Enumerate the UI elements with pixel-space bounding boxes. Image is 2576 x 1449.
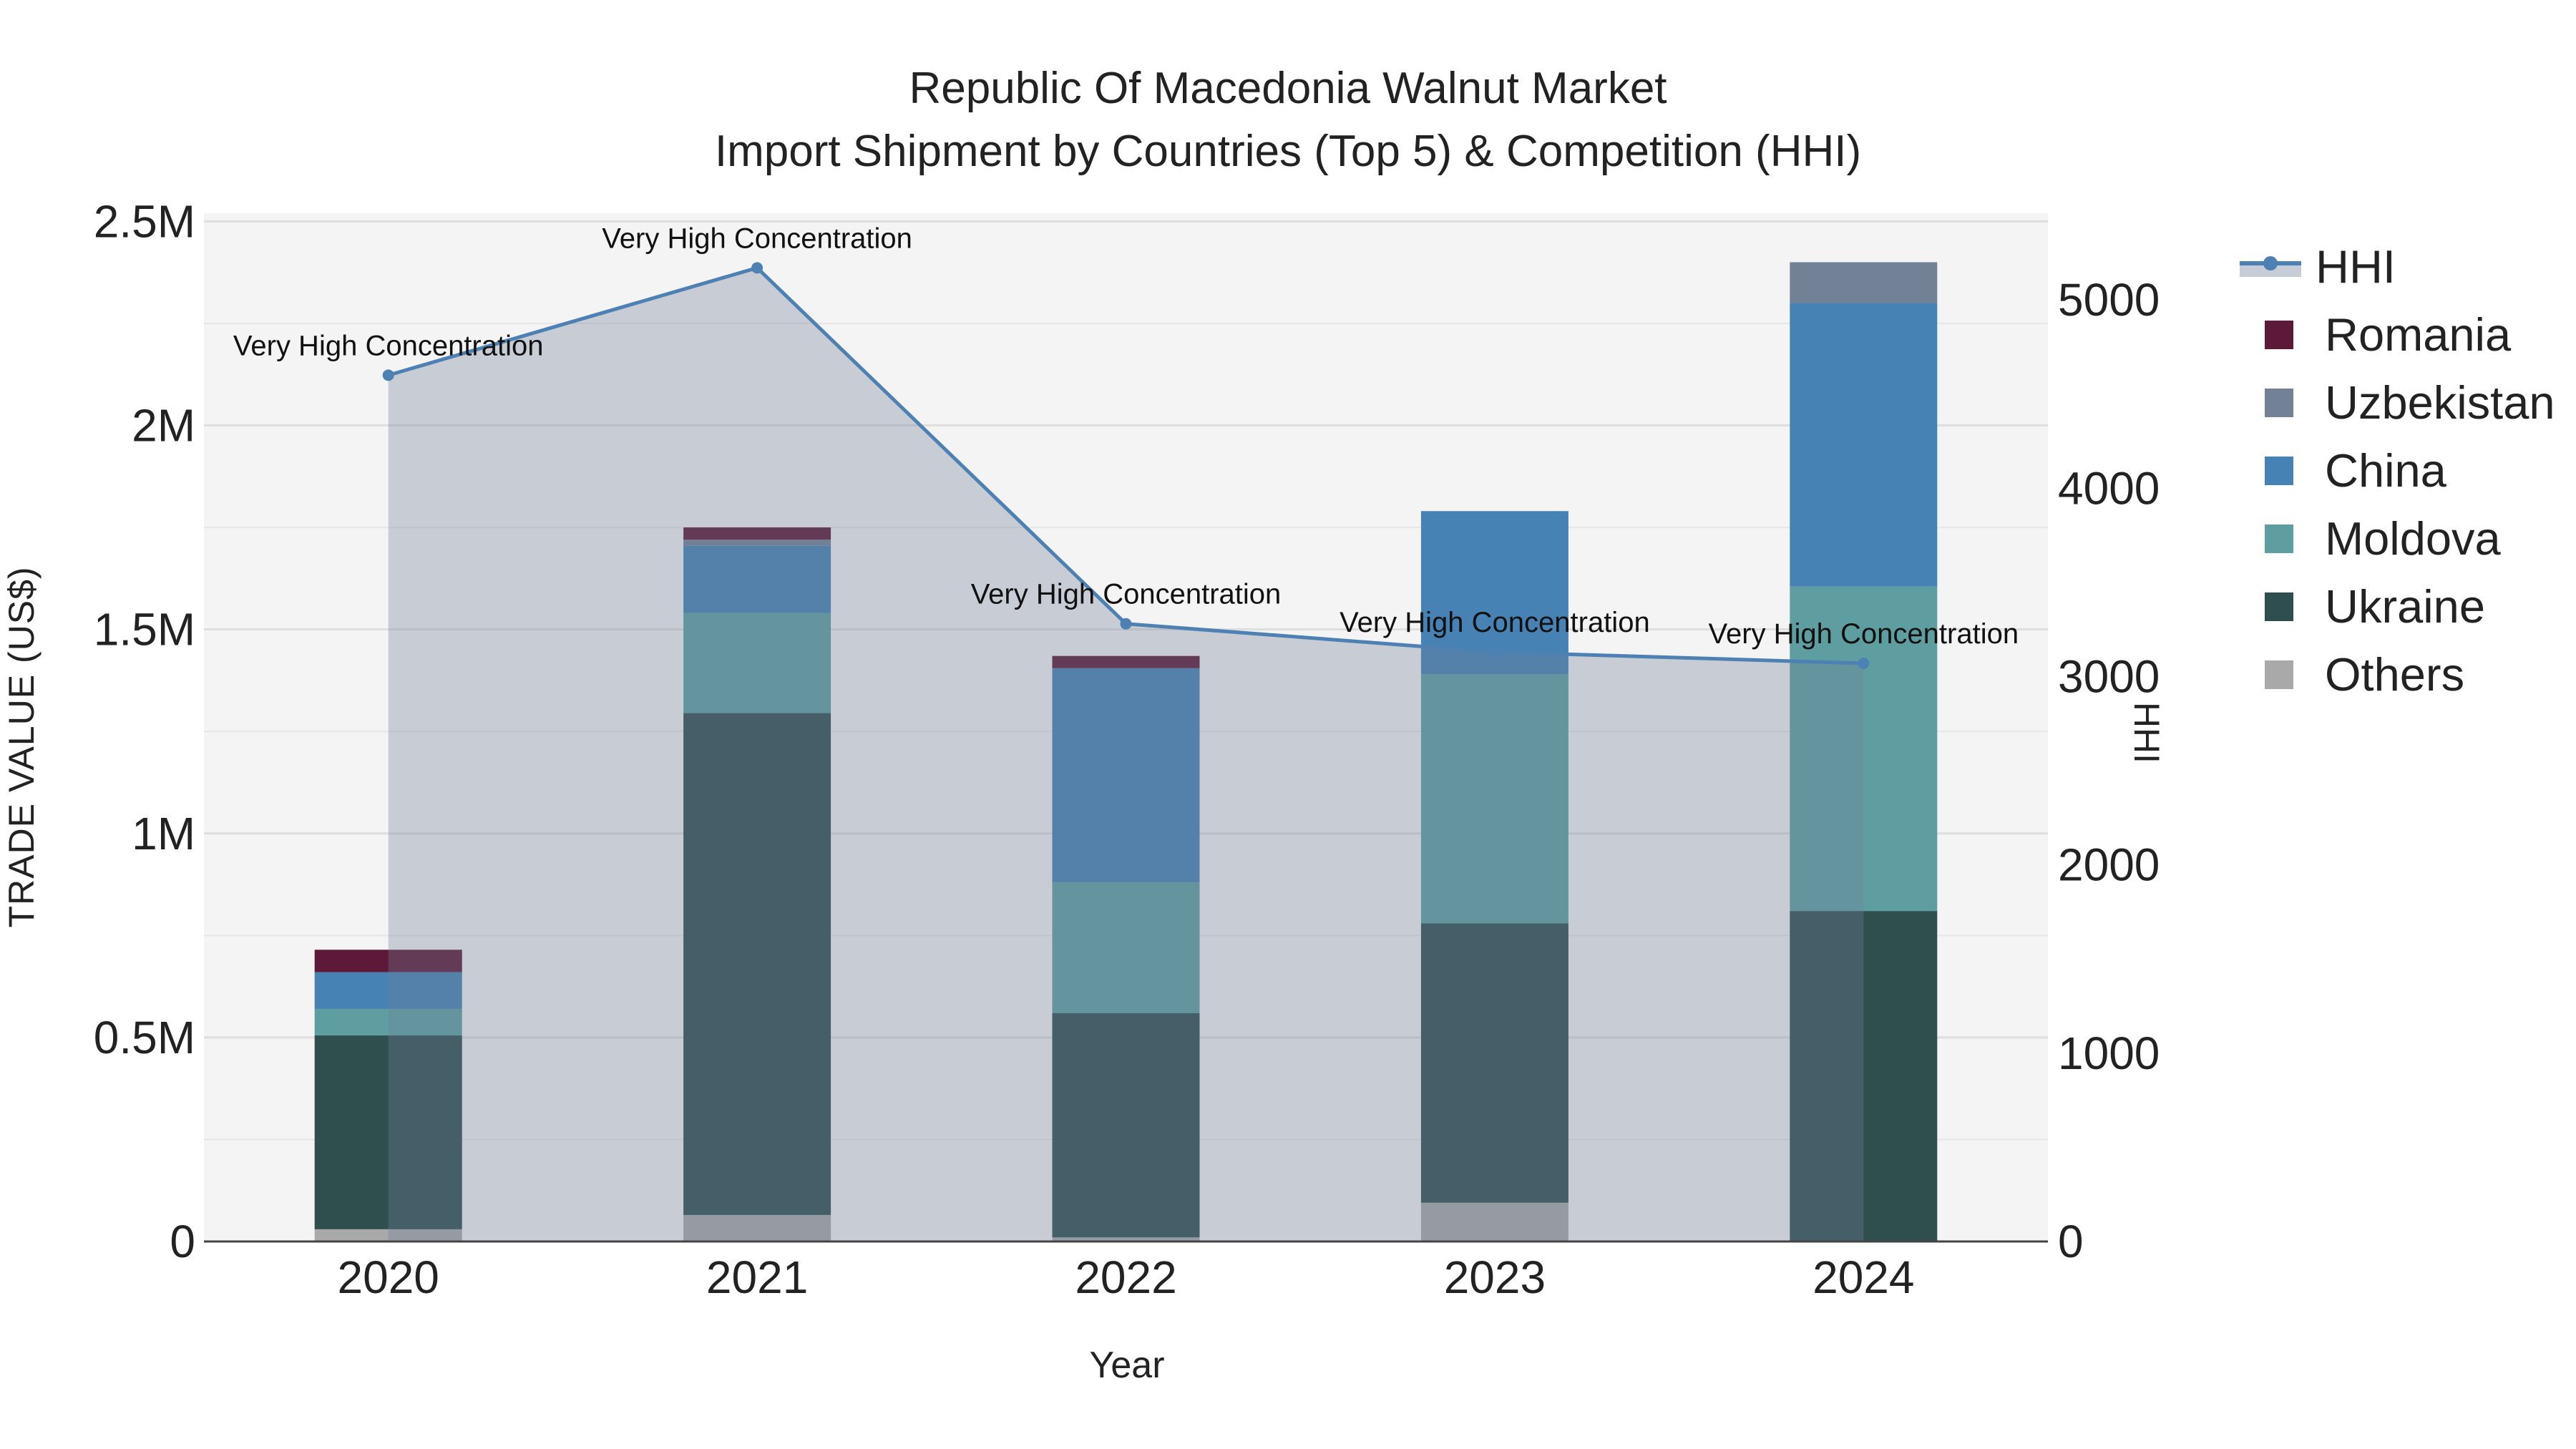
others-swatch-icon	[2265, 660, 2293, 689]
bar-moldova-2023	[1420, 674, 1568, 924]
hhi-point-2023	[1488, 646, 1501, 658]
moldova-swatch-icon	[2265, 524, 2293, 553]
legend-item-ukraine[interactable]: Ukraine	[2240, 572, 2555, 640]
legend-item-china[interactable]: China	[2240, 436, 2555, 504]
uzbekistan-swatch-icon	[2265, 388, 2293, 417]
hhi-label-2020: Very High Concentration	[233, 330, 544, 361]
bar-others-2023	[1420, 1202, 1568, 1241]
hhi-point-2024	[1858, 658, 1870, 670]
legend: HHI Romania Uzbekistan China Moldova Ukr…	[2240, 233, 2555, 708]
y2-tick-label: 2000	[2058, 839, 2160, 891]
legend-label-ukraine: Ukraine	[2325, 580, 2485, 633]
y2-tick-label: 0	[2058, 1216, 2084, 1267]
y2-tick-label: 3000	[2058, 650, 2160, 702]
bar-china-2024	[1790, 303, 1938, 587]
x-tick-label: 2022	[1075, 1252, 1176, 1303]
hhi-label-2022: Very High Concentration	[971, 579, 1282, 610]
bar-others-2021	[683, 1214, 831, 1241]
y-tick-label: 1M	[132, 808, 195, 859]
legend-label-uzbekistan: Uzbekistan	[2325, 376, 2555, 429]
hhi-point-2020	[382, 369, 394, 381]
bar-moldova-2021	[683, 613, 831, 713]
bar-china-2020	[314, 972, 462, 1009]
ukraine-swatch-icon	[2265, 592, 2293, 621]
y-tick-label: 2M	[132, 400, 195, 452]
x-axis-title: Year	[1089, 1345, 1165, 1386]
legend-label-romania: Romania	[2325, 308, 2512, 361]
bar-uzbekistan-2021	[683, 540, 831, 546]
legend-item-hhi[interactable]: HHI	[2240, 233, 2555, 301]
hhi-point-2022	[1120, 618, 1132, 630]
chart-title-line1: Republic Of Macedonia Walnut Market	[909, 64, 1667, 113]
y-tick-label: 0.5M	[94, 1012, 195, 1063]
bar-ukraine-2023	[1420, 923, 1568, 1203]
x-tick-label: 2024	[1813, 1252, 1914, 1303]
hhi-label-2021: Very High Concentration	[602, 223, 912, 254]
bar-romania-2021	[683, 527, 831, 540]
hhi-label-2023: Very High Concentration	[1340, 607, 1650, 638]
bar-moldova-2022	[1052, 882, 1200, 1013]
y-tick-label: 1.5M	[94, 604, 195, 655]
bar-china-2022	[1052, 668, 1200, 883]
legend-item-others[interactable]: Others	[2240, 640, 2555, 708]
y2-tick-label: 4000	[2058, 462, 2160, 514]
bar-uzbekistan-2024	[1790, 262, 1938, 303]
bar-ukraine-2021	[683, 713, 831, 1215]
hhi-line-icon	[2240, 253, 2301, 281]
bar-romania-2020	[314, 950, 462, 972]
bar-others-2022	[1052, 1237, 1200, 1241]
legend-label-others: Others	[2325, 648, 2465, 701]
romania-swatch-icon	[2265, 320, 2293, 349]
legend-item-moldova[interactable]: Moldova	[2240, 504, 2555, 572]
y-axis-title: TRADE VALUE (US$)	[1, 566, 42, 928]
bar-romania-2022	[1052, 655, 1200, 668]
bar-ukraine-2022	[1052, 1013, 1200, 1238]
chart-title-line2: Import Shipment by Countries (Top 5) & C…	[714, 127, 1862, 176]
china-swatch-icon	[2265, 456, 2293, 485]
bar-moldova-2020	[314, 1008, 462, 1036]
legend-label-hhi: HHI	[2316, 240, 2396, 293]
y2-axis-title: HHI	[2127, 701, 2167, 764]
bar-ukraine-2024	[1790, 911, 1938, 1241]
legend-item-romania[interactable]: Romania	[2240, 301, 2555, 369]
x-tick-label: 2023	[1444, 1252, 1546, 1303]
hhi-point-2021	[751, 262, 763, 274]
hhi-area	[388, 268, 1864, 1241]
y-tick-label: 0	[170, 1216, 195, 1267]
y2-tick-label: 1000	[2058, 1028, 2160, 1079]
bar-ukraine-2020	[314, 1035, 462, 1229]
x-tick-label: 2021	[706, 1252, 808, 1303]
y2-tick-label: 5000	[2058, 274, 2160, 326]
x-tick-label: 2020	[338, 1252, 439, 1303]
bar-moldova-2024	[1790, 586, 1938, 912]
legend-item-uzbekistan[interactable]: Uzbekistan	[2240, 369, 2555, 436]
bar-others-2020	[314, 1229, 462, 1241]
hhi-label-2024: Very High Concentration	[1709, 618, 2019, 650]
legend-label-moldova: Moldova	[2325, 512, 2501, 565]
y-tick-label: 2.5M	[94, 195, 195, 247]
bar-china-2021	[683, 545, 831, 613]
legend-label-china: China	[2325, 444, 2446, 497]
